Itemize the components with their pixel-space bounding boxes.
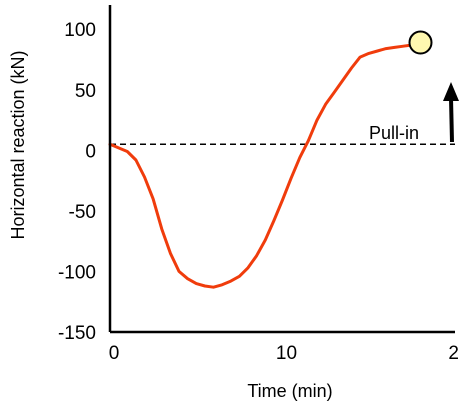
- data-series-line: [108, 42, 422, 289]
- y-ticks: 100 50 0 -50 -100 -150: [58, 20, 96, 344]
- y-tick-label: -150: [58, 323, 96, 344]
- x-tick-label: 10: [276, 343, 297, 364]
- y-axis-title: Horizontal reaction (kN): [8, 50, 28, 239]
- x-axis-title: Time (min): [247, 381, 332, 401]
- y-tick-label: -50: [69, 202, 96, 223]
- y-tick-label: -100: [58, 262, 96, 283]
- x-tick-label: 0: [109, 343, 120, 364]
- y-tick-label: 0: [85, 141, 96, 162]
- x-tick-label: 20: [448, 343, 459, 364]
- x-ticks: 0 10 20: [109, 343, 459, 364]
- end-marker: [408, 30, 433, 55]
- pull-in-label: Pull-in: [369, 123, 419, 143]
- y-tick-label: 100: [64, 20, 96, 41]
- y-tick-label: 50: [75, 81, 96, 102]
- upward-arrow-icon: [443, 82, 459, 143]
